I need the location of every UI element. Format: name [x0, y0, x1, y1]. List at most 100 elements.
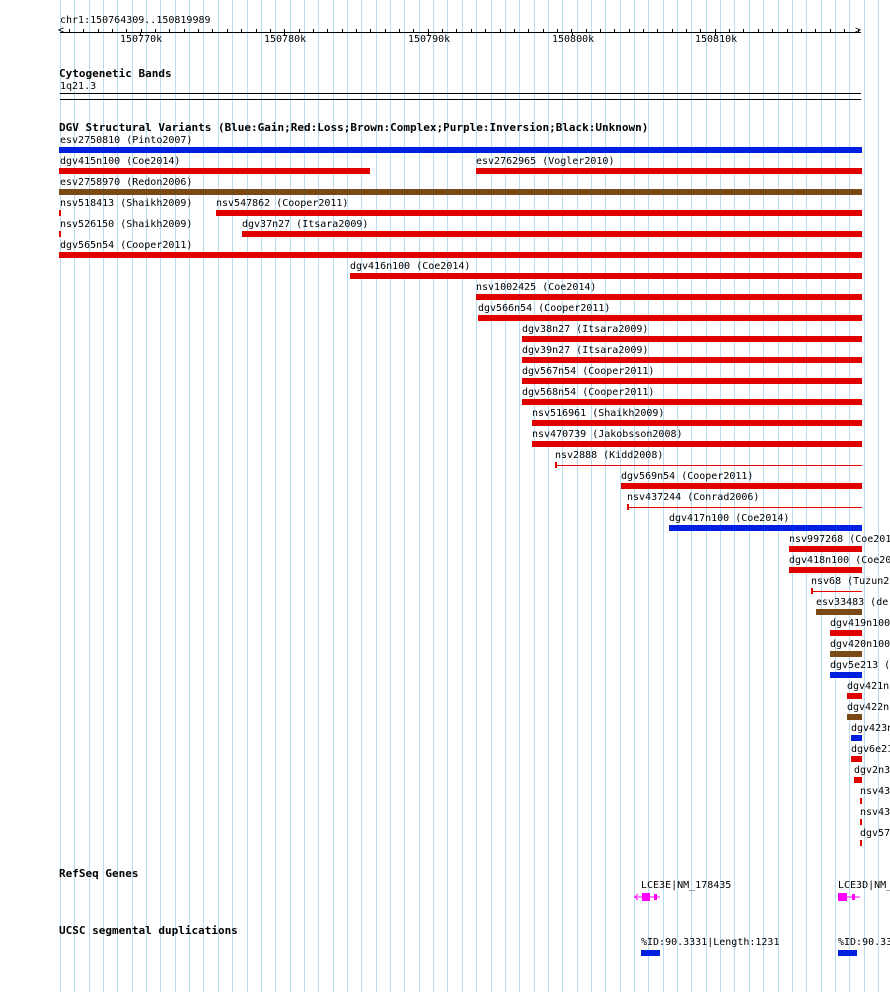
- dgv-variant-bar[interactable]: [847, 693, 862, 699]
- dgv-variant-bar[interactable]: [59, 189, 862, 195]
- dgv-variant-bar[interactable]: [59, 252, 862, 258]
- dgv-variant-label[interactable]: nsv997268 (Coe201: [789, 534, 890, 545]
- dgv-variant-bar[interactable]: [532, 441, 862, 447]
- dgv-variant-bar[interactable]: [847, 714, 862, 720]
- dgv-variant-bar[interactable]: [789, 546, 862, 552]
- dgv-variant-bar[interactable]: [830, 651, 862, 657]
- dgv-variant-bar[interactable]: [627, 507, 862, 508]
- dgv-variant-label[interactable]: dgv57: [860, 828, 890, 839]
- dgv-variant-label[interactable]: dgv5e213 (: [830, 660, 890, 671]
- dgv-variant-label[interactable]: dgv38n27 (Itsara2009): [522, 324, 649, 335]
- dgv-variant-bar[interactable]: [476, 294, 862, 300]
- refseq-gene-glyph-2[interactable]: [836, 892, 862, 902]
- dgv-variant-bar[interactable]: [522, 336, 862, 342]
- dgv-variant-label[interactable]: esv33483 (de: [816, 597, 889, 608]
- dgv-variant-label[interactable]: dgv423n: [851, 723, 890, 734]
- dgv-variant-bar[interactable]: [59, 231, 61, 237]
- dgv-variant-bar[interactable]: [522, 357, 862, 363]
- dgv-variant-bar[interactable]: [851, 735, 862, 741]
- dgv-variant-label[interactable]: dgv6e21: [851, 744, 890, 755]
- refseq-track-title[interactable]: RefSeq Genes: [59, 867, 139, 880]
- dgv-variant-label[interactable]: dgv422n: [847, 702, 890, 713]
- segdup-bar-1[interactable]: [641, 950, 660, 956]
- dgv-variant-label[interactable]: nsv68 (Tuzun2: [811, 576, 890, 587]
- cytoband-line-bottom: [60, 99, 861, 100]
- dgv-variant-label[interactable]: nsv2888 (Kidd2008): [555, 450, 664, 461]
- dgv-variant-bar[interactable]: [860, 840, 862, 846]
- dgv-variant-label[interactable]: dgv565n54 (Cooper2011): [60, 240, 193, 251]
- dgv-variant-label[interactable]: nsv518413 (Shaikh2009): [60, 198, 193, 209]
- dgv-variant-bar[interactable]: [522, 399, 862, 405]
- segdup-label-2[interactable]: %ID:90.33: [838, 937, 890, 948]
- dgv-variant-label[interactable]: dgv37n27 (Itsara2009): [242, 219, 369, 230]
- dgv-variant-bar[interactable]: [811, 591, 862, 592]
- dgv-variant-label[interactable]: dgv421n: [847, 681, 890, 692]
- dgv-variant-label[interactable]: nsv526150 (Shaikh2009): [60, 219, 193, 230]
- ruler-left-arrow[interactable]: <: [58, 25, 65, 36]
- dgv-variant-bar[interactable]: [854, 777, 862, 783]
- segdup-track-title[interactable]: UCSC segmental duplications: [59, 924, 238, 937]
- dgv-variant-bar[interactable]: [242, 231, 862, 237]
- dgv-variant-label[interactable]: dgv569n54 (Cooper2011): [621, 471, 754, 482]
- dgv-variant-label[interactable]: esv2762965 (Vogler2010): [476, 156, 615, 167]
- ruler-tick: [471, 29, 472, 33]
- dgv-variant-label[interactable]: dgv419n100: [830, 618, 890, 629]
- dgv-variant-bar[interactable]: [851, 756, 862, 762]
- dgv-variant-bar[interactable]: [830, 630, 862, 636]
- dgv-variant-bar[interactable]: [621, 483, 862, 489]
- dgv-variant-bar[interactable]: [522, 378, 862, 384]
- dgv-variant-label[interactable]: dgv420n100: [830, 639, 890, 650]
- ruler-tick: [729, 29, 730, 33]
- refseq-gene-label-2[interactable]: LCE3D|NM_: [838, 880, 890, 891]
- ruler-tick: [686, 29, 687, 33]
- dgv-variant-bar[interactable]: [830, 672, 862, 678]
- dgv-variant-label[interactable]: dgv567n54 (Cooper2011): [522, 366, 655, 377]
- dgv-variant-bar[interactable]: [59, 147, 862, 153]
- dgv-variant-label[interactable]: nsv437244 (Conrad2006): [627, 492, 760, 503]
- ruler-tick: [858, 29, 859, 33]
- dgv-variant-label[interactable]: dgv417n100 (Coe2014): [669, 513, 790, 524]
- dgv-variant-bar[interactable]: [216, 210, 862, 216]
- dgv-variant-bar[interactable]: [59, 210, 61, 216]
- dgv-variant-label[interactable]: nsv43: [860, 807, 890, 818]
- dgv-variant-bar[interactable]: [478, 315, 862, 321]
- dgv-variant-bar[interactable]: [816, 609, 862, 615]
- refseq-gene-label-1[interactable]: LCE3E|NM_178435: [641, 880, 732, 891]
- dgv-variant-label[interactable]: dgv418n100 (Coe20: [789, 555, 890, 566]
- dgv-variant-label[interactable]: dgv39n27 (Itsara2009): [522, 345, 649, 356]
- dgv-variant-bar[interactable]: [350, 273, 862, 279]
- dgv-variant-label[interactable]: nsv1002425 (Coe2014): [476, 282, 597, 293]
- dgv-variant-label[interactable]: dgv568n54 (Cooper2011): [522, 387, 655, 398]
- segdup-label-1[interactable]: %ID:90.3331|Length:1231: [641, 937, 780, 948]
- ruler-major-tick: [572, 33, 573, 36]
- dgv-variant-bar[interactable]: [860, 798, 862, 804]
- ruler-tick: [485, 29, 486, 33]
- dgv-variant-bar[interactable]: [860, 819, 862, 825]
- dgv-track-title[interactable]: DGV Structural Variants (Blue:Gain;Red:L…: [59, 121, 649, 134]
- ruler-tick-label: 150790k: [408, 34, 451, 45]
- dgv-variant-label[interactable]: dgv566n54 (Cooper2011): [478, 303, 611, 314]
- dgv-variant-bar[interactable]: [476, 168, 862, 174]
- cytoband-track-title[interactable]: Cytogenetic Bands: [59, 67, 172, 80]
- dgv-variant-label[interactable]: dgv415n100 (Coe2014): [60, 156, 181, 167]
- ruler-tick: [399, 29, 400, 33]
- dgv-variant-label[interactable]: nsv470739 (Jakobsson2008): [532, 429, 683, 440]
- dgv-variant-label[interactable]: dgv2n3: [854, 765, 890, 776]
- ruler-tick: [299, 29, 300, 33]
- dgv-variant-label[interactable]: esv2750810 (Pinto2007): [60, 135, 193, 146]
- dgv-variant-bar[interactable]: [532, 420, 862, 426]
- refseq-gene-glyph-1[interactable]: [632, 892, 664, 902]
- dgv-variant-label[interactable]: nsv547862 (Cooper2011): [216, 198, 349, 209]
- segdup-bar-2[interactable]: [838, 950, 857, 956]
- dgv-variant-label[interactable]: esv2758970 (Redon2006): [60, 177, 193, 188]
- dgv-variant-bar[interactable]: [555, 465, 862, 466]
- dgv-variant-label[interactable]: dgv416n100 (Coe2014): [350, 261, 471, 272]
- dgv-variant-bar[interactable]: [669, 525, 862, 531]
- ruler-tick: [413, 29, 414, 33]
- dgv-variant-bar[interactable]: [59, 168, 370, 174]
- ruler-tick: [256, 29, 257, 33]
- dgv-variant-label[interactable]: nsv43: [860, 786, 890, 797]
- dgv-variant-bar[interactable]: [789, 567, 862, 573]
- ruler-tick: [356, 29, 357, 33]
- dgv-variant-label[interactable]: nsv516961 (Shaikh2009): [532, 408, 665, 419]
